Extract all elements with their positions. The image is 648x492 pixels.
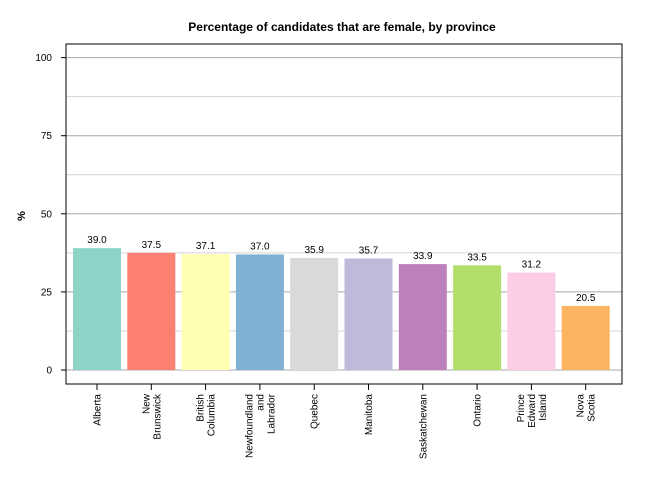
x-tick-label-line: Manitoba (364, 394, 375, 436)
data-label: 20.5 (576, 293, 596, 304)
y-axis-label: % (16, 211, 28, 221)
data-label: 39.0 (87, 235, 107, 246)
x-tick-label: Alberta (93, 394, 104, 426)
x-tick-label: Newfoundland and Labrador (244, 393, 277, 458)
x-tick-label-line: Columbia (207, 394, 218, 437)
x-tick-label: Manitoba (364, 394, 375, 436)
x-tick-label-line: Nova (576, 394, 587, 418)
data-label: 33.5 (467, 252, 487, 263)
bar (127, 252, 176, 370)
bar (507, 272, 556, 370)
x-tick-label-line: Edward (527, 394, 538, 428)
bar (561, 305, 610, 370)
x-tick-label-line: Ontario (473, 394, 484, 427)
x-tick-label: Nova Scotia (576, 394, 598, 422)
bar (235, 254, 284, 370)
data-label: 37.1 (196, 241, 216, 252)
x-tick-label-line: Newfoundland (244, 394, 255, 458)
data-label: 31.2 (522, 260, 542, 271)
x-tick-label-line: British (196, 394, 207, 422)
axes: Alberta New Brunswick British Columbia Newfou… (35, 43, 623, 459)
chart-title: Percentage of candidates that are female… (188, 20, 496, 34)
x-tick-label-line: Labrador (266, 393, 277, 434)
x-tick-label-line: Quebec (310, 394, 321, 429)
bar (344, 258, 393, 370)
x-tick-label-line: Prince (516, 394, 527, 423)
x-tick-label: Ontario (473, 394, 484, 427)
data-label: 37.5 (142, 240, 162, 251)
data-label: 35.7 (359, 245, 379, 256)
x-tick-label: Saskatchewan (418, 394, 429, 459)
y-tick-label: 50 (41, 209, 53, 220)
bars: 39.0 37.5 37.1 37.0 35.9 35.7 33.9 33.5 31.2 20.5 (73, 235, 610, 370)
x-tick-label-line: Scotia (587, 394, 598, 422)
x-tick-label-line: Brunswick (152, 393, 163, 440)
x-tick-label-line: Saskatchewan (418, 394, 429, 459)
x-tick-label-line: Island (538, 394, 549, 421)
data-label: 37.0 (250, 241, 270, 252)
y-tick-label: 100 (35, 53, 52, 64)
y-tick-label: 75 (41, 131, 53, 142)
bar (453, 265, 502, 370)
y-tick-label: 25 (41, 287, 53, 298)
x-tick-label: Quebec (310, 394, 321, 429)
data-label: 35.9 (304, 245, 324, 256)
x-tick-label: Prince Edward Island (516, 394, 549, 428)
bar (181, 254, 230, 370)
bar (290, 257, 339, 370)
x-tick-label: British Columbia (196, 394, 218, 437)
x-tick-label: New Brunswick (141, 393, 163, 440)
x-tick-label-line: Alberta (93, 394, 104, 426)
data-label: 33.9 (413, 251, 433, 262)
x-tick-label-line: New (141, 393, 152, 414)
bar (398, 264, 447, 370)
y-tick-label: 0 (46, 366, 52, 377)
x-tick-label-line: and (255, 394, 266, 411)
bar (73, 248, 121, 370)
